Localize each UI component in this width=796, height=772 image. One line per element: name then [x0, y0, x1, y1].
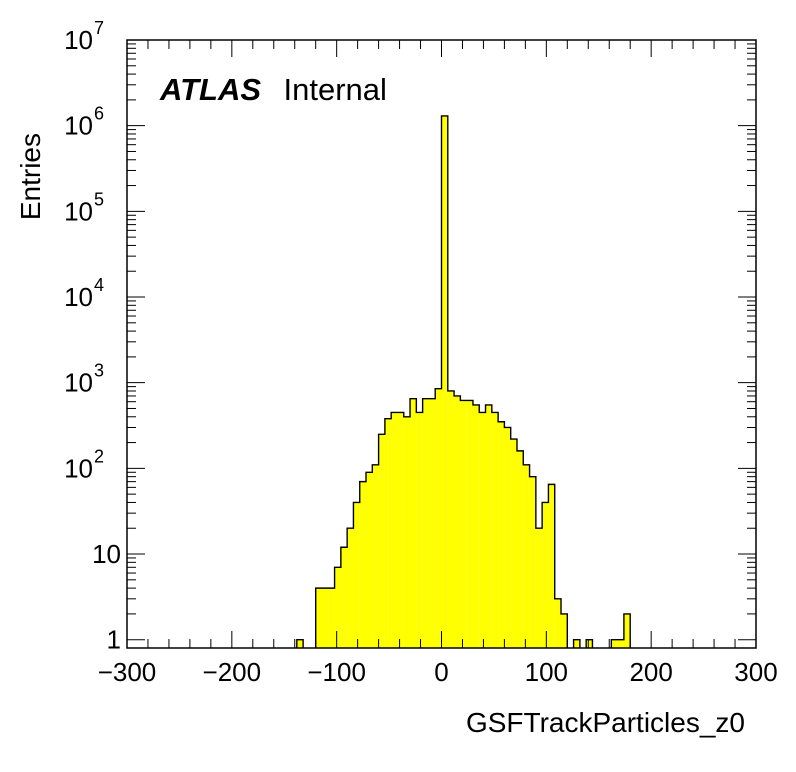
histogram-bar — [472, 404, 480, 648]
histogram-bar — [498, 421, 505, 648]
histogram-bar — [441, 115, 448, 649]
histogram-bar — [391, 412, 398, 648]
histogram-bar — [410, 398, 417, 648]
x-tick-label: −300 — [98, 657, 157, 687]
histogram-bar — [623, 613, 631, 648]
histogram-bar — [523, 464, 530, 648]
histogram-bar — [510, 439, 517, 648]
y-tick-label: 10 — [64, 25, 93, 55]
histogram-bar — [561, 613, 568, 648]
histogram-bar — [535, 528, 543, 648]
histogram-bar — [485, 404, 492, 648]
axis-ticks — [126, 39, 757, 648]
y-tick-label: 1 — [107, 625, 121, 655]
y-tick-label: 10 — [64, 111, 93, 141]
histogram-bar — [516, 450, 524, 648]
histogram-bar — [447, 390, 455, 648]
histogram-bar — [296, 639, 304, 648]
y-tick-label: 10 — [92, 539, 121, 569]
histogram-bar — [542, 502, 549, 648]
x-tick-labels: −300 −200 −100 0 100 200 300 — [98, 657, 778, 687]
histogram-bar — [573, 639, 580, 648]
x-tick-label: 200 — [629, 657, 672, 687]
histogram-bars — [296, 115, 631, 649]
y-tick-label: 10 — [64, 368, 93, 398]
histogram-bar — [347, 528, 354, 648]
y-tick-label: 10 — [64, 282, 93, 312]
histogram-bar — [378, 434, 385, 648]
histogram-bar — [334, 567, 341, 648]
histogram-bar — [491, 412, 499, 648]
histogram-bar — [611, 639, 618, 648]
y-tick-exponent: 6 — [94, 104, 104, 124]
histogram-bar — [466, 400, 473, 648]
histogram-bar — [586, 639, 593, 648]
y-tick-exponent: 7 — [94, 18, 104, 38]
histogram-bar — [416, 412, 423, 648]
plot-frame — [126, 39, 757, 649]
histogram-bar — [548, 484, 555, 648]
histogram-bar — [554, 598, 562, 648]
atlas-label: ATLAS Internal — [159, 72, 387, 107]
x-axis-title: GSFTrackParticles_z0 — [466, 707, 745, 738]
histogram-bar — [435, 388, 442, 648]
histogram-bar — [359, 481, 367, 648]
histogram-bar — [353, 502, 360, 648]
x-tick-label: 300 — [734, 657, 777, 687]
histogram-bar — [479, 412, 486, 648]
y-tick-exponent: 5 — [94, 189, 104, 209]
histogram-bar — [403, 416, 411, 648]
atlas-label-bold: ATLAS — [159, 72, 261, 107]
x-tick-label: −100 — [307, 657, 366, 687]
histogram-bar — [372, 464, 379, 648]
atlas-label-status: Internal — [283, 72, 386, 107]
y-tick-exponent: 2 — [94, 446, 104, 466]
histogram-outline — [296, 115, 631, 648]
x-tick-label: 0 — [434, 657, 448, 687]
y-tick-label: 10 — [64, 196, 93, 226]
histogram-bar — [529, 476, 536, 648]
y-tick-exponent: 4 — [94, 275, 104, 295]
histogram-bar — [321, 588, 329, 648]
histogram-bar — [617, 639, 624, 648]
histogram-bar — [397, 412, 404, 648]
y-tick-label: 10 — [64, 453, 93, 483]
histogram-bar — [384, 418, 392, 648]
y-tick-exponent: 3 — [94, 361, 104, 381]
histogram-bar — [454, 395, 461, 648]
x-tick-label: −200 — [203, 657, 262, 687]
histogram-bar — [422, 398, 429, 648]
histogram-bar — [428, 398, 436, 648]
histogram-bar — [315, 588, 322, 648]
y-axis-title: Entries — [15, 133, 46, 220]
histogram-bar — [504, 427, 511, 648]
histogram-bar — [340, 547, 348, 648]
histogram-bar — [460, 400, 467, 648]
histogram-bar — [366, 472, 373, 648]
x-tick-label: 100 — [525, 657, 568, 687]
histogram-bar — [328, 588, 335, 648]
